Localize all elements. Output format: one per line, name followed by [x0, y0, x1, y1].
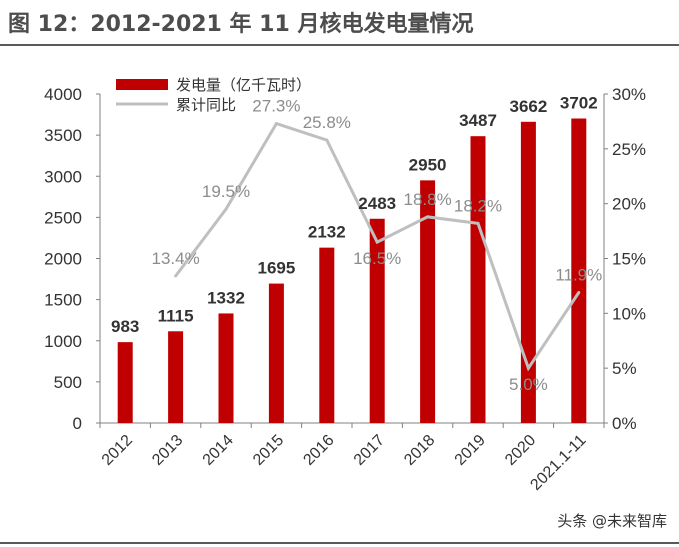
line-data-label: 5.0%	[509, 375, 548, 394]
line-data-label: 19.5%	[202, 182, 250, 201]
x-axis-tick-label: 2016	[300, 432, 337, 469]
bar-data-label: 983	[111, 317, 139, 336]
x-axis-tick-label: 2019	[452, 432, 489, 469]
left-axis-tick-label: 2000	[44, 250, 82, 269]
x-axis-tick-label: 2018	[401, 432, 438, 469]
bar-data-label: 3487	[459, 111, 497, 130]
line-data-label: 11.9%	[555, 265, 602, 284]
line-point-yoy	[224, 207, 228, 211]
line-data-label: 18.8%	[403, 190, 451, 209]
x-axis-tick-label: 2012	[99, 432, 136, 469]
x-axis-tick-label: 2021.1-11	[527, 432, 589, 494]
line-data-label: 18.2%	[454, 196, 502, 215]
bar-data-label: 3662	[509, 97, 547, 116]
bar-data-label: 2950	[409, 155, 447, 174]
bar-generation	[420, 180, 436, 423]
x-axis-tick-label: 2020	[502, 432, 539, 469]
right-axis-tick-label: 25%	[612, 140, 646, 159]
line-point-yoy	[476, 221, 480, 225]
right-axis-tick-label: 5%	[612, 359, 637, 378]
right-axis-tick-label: 10%	[612, 304, 646, 323]
x-axis-tick-label: 2017	[351, 432, 388, 469]
bar-data-label: 1115	[158, 306, 194, 325]
line-point-yoy	[375, 240, 379, 244]
bar-data-label: 1695	[257, 259, 295, 278]
left-axis-tick-label: 3000	[44, 167, 82, 186]
bar-data-label: 3702	[560, 94, 598, 113]
left-axis-tick-label: 500	[54, 373, 82, 392]
legend-line-label: 累计同比	[176, 97, 236, 114]
source-watermark: 头条 @未来智库	[557, 512, 667, 530]
bar-data-label: 2132	[308, 223, 346, 242]
left-axis-tick-label: 4000	[44, 85, 82, 104]
bar-generation	[520, 121, 536, 423]
bar-data-label: 1332	[207, 288, 245, 307]
bar-generation	[319, 247, 335, 423]
line-data-label: 25.8%	[303, 113, 351, 132]
figure-header: 图 12：2012-2021 年 11 月核电发电量情况	[0, 0, 679, 44]
right-axis-tick-label: 30%	[612, 85, 646, 104]
figure-title: 图 12：2012-2021 年 11 月核电发电量情况	[8, 12, 474, 37]
right-axis-tick-label: 20%	[612, 195, 646, 214]
line-data-label: 16.5%	[353, 249, 401, 268]
legend-bar-label: 发电量（亿千瓦时）	[176, 77, 311, 94]
bar-generation	[571, 118, 587, 423]
line-point-yoy	[426, 215, 430, 219]
line-point-yoy	[325, 138, 329, 142]
line-point-yoy	[577, 290, 581, 294]
bar-generation	[218, 313, 234, 423]
left-axis-tick-label: 2500	[44, 208, 82, 227]
bar-data-label: 2483	[358, 194, 396, 213]
bottom-rule	[0, 542, 679, 544]
line-point-yoy	[274, 122, 278, 126]
right-axis-tick-label: 0%	[612, 414, 637, 433]
left-axis-tick-label: 0	[73, 414, 82, 433]
bar-generation	[369, 218, 385, 423]
line-point-yoy	[174, 274, 178, 278]
bar-generation	[117, 342, 133, 423]
bar-generation	[168, 331, 184, 423]
x-axis-tick-label: 2013	[149, 432, 186, 469]
x-axis-tick-label: 2015	[250, 432, 287, 469]
line-data-label: 27.3%	[252, 97, 300, 116]
line-data-label: 13.4%	[151, 249, 199, 268]
left-axis-tick-label: 1000	[44, 332, 82, 351]
x-axis-tick-label: 2014	[200, 432, 237, 469]
line-point-yoy	[526, 366, 530, 370]
legend-bar-swatch	[116, 79, 168, 90]
top-rule	[0, 44, 679, 46]
right-axis-tick-label: 15%	[612, 250, 646, 269]
left-axis-tick-label: 3500	[44, 126, 82, 145]
bar-generation	[470, 136, 486, 423]
bar-generation	[268, 283, 284, 423]
left-axis-tick-label: 1500	[44, 291, 82, 310]
